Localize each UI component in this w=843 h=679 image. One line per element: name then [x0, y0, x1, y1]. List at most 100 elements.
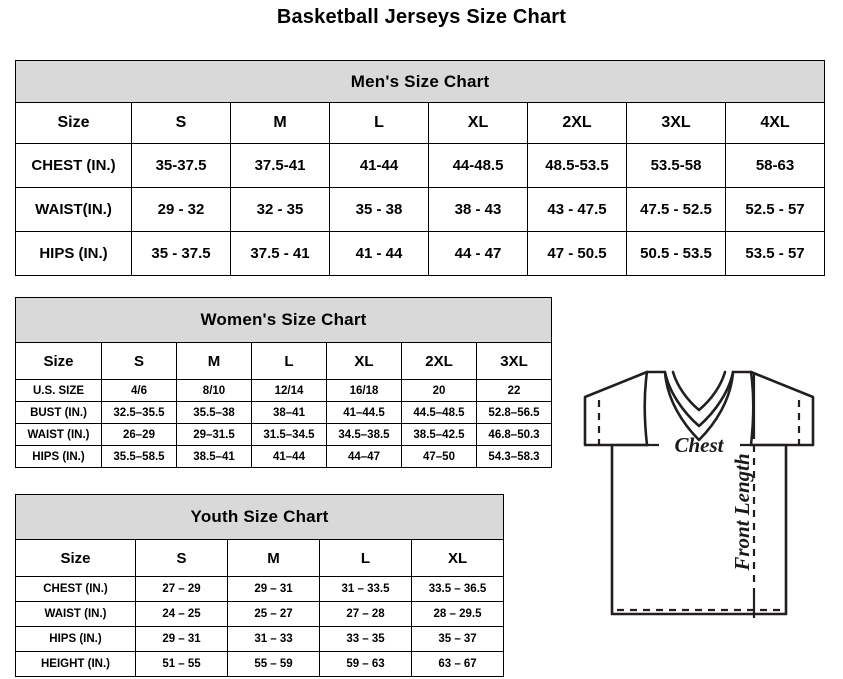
womens-bust-m: 35.5–38 [176, 401, 252, 424]
jersey-body-outline [610, 443, 788, 616]
womens-header-row: Size S M L XL 2XL 3XL [15, 342, 553, 380]
mens-hips-l: 41 - 44 [329, 231, 429, 276]
youth-height-s: 51 – 55 [135, 651, 228, 677]
table-row: HEIGHT (IN.) 51 – 55 55 – 59 59 – 63 63 … [15, 651, 505, 677]
page-title: Basketball Jerseys Size Chart [276, 6, 567, 28]
right-sleeve-outline [749, 370, 815, 447]
womens-waist-l: 31.5–34.5 [251, 423, 327, 446]
table-row: WAIST(IN.) 29 - 32 32 - 35 35 - 38 38 - … [15, 187, 826, 232]
womens-us-size-m: 8/10 [176, 379, 252, 402]
mens-chart-title: Men's Size Chart [14, 60, 826, 103]
mens-col-header-xl: XL [428, 102, 528, 144]
womens-col-header-2xl: 2XL [401, 342, 477, 380]
youth-hips-l: 33 – 35 [319, 626, 412, 652]
youth-chest-m: 29 – 31 [227, 576, 320, 602]
youth-row-label-waist: WAIST (IN.) [15, 601, 136, 627]
table-row: CHEST (IN.) 35-37.5 37.5-41 41-44 44-48.… [15, 143, 826, 188]
womens-hips-m: 38.5–41 [176, 445, 252, 468]
mens-row-label-chest: CHEST (IN.) [15, 143, 132, 188]
womens-chart-title: Women's Size Chart [14, 297, 553, 343]
womens-col-header-s: S [101, 342, 177, 380]
mens-hips-3xl: 50.5 - 53.5 [626, 231, 726, 276]
table-row: CHEST (IN.) 27 – 29 29 – 31 31 – 33.5 33… [15, 576, 505, 602]
youth-hips-m: 31 – 33 [227, 626, 320, 652]
youth-chart-title-row: Youth Size Chart [14, 494, 505, 540]
mens-waist-s: 29 - 32 [131, 187, 231, 232]
mens-row-label-hips: HIPS (IN.) [15, 231, 132, 276]
womens-us-size-2xl: 20 [401, 379, 477, 402]
youth-col-header-m: M [227, 539, 320, 577]
womens-hips-xl: 44–47 [326, 445, 402, 468]
womens-bust-l: 38–41 [251, 401, 327, 424]
mens-chest-l: 41-44 [329, 143, 429, 188]
womens-chart-title-row: Women's Size Chart [14, 297, 553, 343]
youth-row-label-height: HEIGHT (IN.) [15, 651, 136, 677]
youth-header-row: Size S M L XL [15, 539, 505, 577]
collar-outer [645, 370, 753, 442]
youth-hips-xl: 35 – 37 [410, 626, 505, 652]
youth-height-m: 55 – 59 [227, 651, 320, 677]
mens-hips-xl: 44 - 47 [428, 231, 528, 276]
mens-col-header-m: M [230, 102, 330, 144]
womens-row-label-hips: HIPS (IN.) [15, 445, 102, 468]
womens-col-header-xl: XL [326, 342, 402, 380]
womens-waist-xl: 34.5–38.5 [326, 423, 402, 446]
womens-col-header-m: M [176, 342, 252, 380]
chest-label: Chest [674, 433, 724, 457]
womens-col-header-l: L [251, 342, 327, 380]
youth-waist-xl: 28 – 29.5 [410, 601, 505, 627]
womens-col-header-3xl: 3XL [475, 342, 553, 380]
table-row: U.S. SIZE 4/6 8/10 12/14 16/18 20 22 [15, 379, 553, 402]
table-row: BUST (IN.) 32.5–35.5 35.5–38 38–41 41–44… [15, 401, 553, 424]
table-row: HIPS (IN.) 29 – 31 31 – 33 33 – 35 35 – … [15, 626, 505, 652]
mens-waist-l: 35 - 38 [329, 187, 429, 232]
womens-bust-xl: 41–44.5 [326, 401, 402, 424]
youth-col-header-l: L [319, 539, 412, 577]
womens-bust-s: 32.5–35.5 [101, 401, 177, 424]
youth-height-l: 59 – 63 [319, 651, 412, 677]
mens-waist-m: 32 - 35 [230, 187, 330, 232]
womens-row-label-waist: WAIST (IN.) [15, 423, 102, 446]
womens-waist-s: 26–29 [101, 423, 177, 446]
mens-waist-xl: 38 - 43 [428, 187, 528, 232]
mens-chest-2xl: 48.5-53.5 [527, 143, 627, 188]
mens-waist-2xl: 43 - 47.5 [527, 187, 627, 232]
womens-waist-3xl: 46.8–50.3 [475, 423, 553, 446]
youth-row-label-hips: HIPS (IN.) [15, 626, 136, 652]
youth-hips-s: 29 – 31 [135, 626, 228, 652]
womens-bust-3xl: 52.8–56.5 [475, 401, 553, 424]
mens-hips-4xl: 53.5 - 57 [724, 231, 826, 276]
collar-inner [671, 370, 727, 412]
womens-waist-m: 29–31.5 [176, 423, 252, 446]
mens-hips-m: 37.5 - 41 [230, 231, 330, 276]
table-row: WAIST (IN.) 24 – 25 25 – 27 27 – 28 28 –… [15, 601, 505, 627]
youth-waist-m: 25 – 27 [227, 601, 320, 627]
youth-height-xl: 63 – 67 [410, 651, 505, 677]
womens-us-size-s: 4/6 [101, 379, 177, 402]
mens-header-row: Size S M L XL 2XL 3XL 4XL [15, 102, 826, 144]
womens-size-chart: Women's Size Chart Size S M L XL 2XL 3XL… [14, 297, 553, 468]
mens-waist-4xl: 52.5 - 57 [724, 187, 826, 232]
womens-hips-l: 41–44 [251, 445, 327, 468]
womens-waist-2xl: 38.5–42.5 [401, 423, 477, 446]
womens-us-size-3xl: 22 [475, 379, 553, 402]
left-sleeve-seam [643, 370, 649, 447]
youth-chest-xl: 33.5 – 36.5 [410, 576, 505, 602]
youth-waist-l: 27 – 28 [319, 601, 412, 627]
womens-hips-2xl: 47–50 [401, 445, 477, 468]
mens-chest-3xl: 53.5-58 [626, 143, 726, 188]
mens-chest-4xl: 58-63 [724, 143, 826, 188]
table-row: WAIST (IN.) 26–29 29–31.5 31.5–34.5 34.5… [15, 423, 553, 446]
womens-row-label-us-size: U.S. SIZE [15, 379, 102, 402]
mens-size-chart: Men's Size Chart Size S M L XL 2XL 3XL 4… [14, 60, 826, 276]
womens-col-header-size: Size [15, 342, 102, 380]
youth-size-chart: Youth Size Chart Size S M L XL CHEST (IN… [14, 494, 505, 677]
mens-col-header-3xl: 3XL [626, 102, 726, 144]
youth-col-header-s: S [135, 539, 228, 577]
mens-col-header-l: L [329, 102, 429, 144]
left-sleeve-outline [583, 370, 649, 447]
youth-col-header-size: Size [15, 539, 136, 577]
mens-col-header-size: Size [15, 102, 132, 144]
womens-hips-3xl: 54.3–58.3 [475, 445, 553, 468]
youth-col-header-xl: XL [410, 539, 505, 577]
